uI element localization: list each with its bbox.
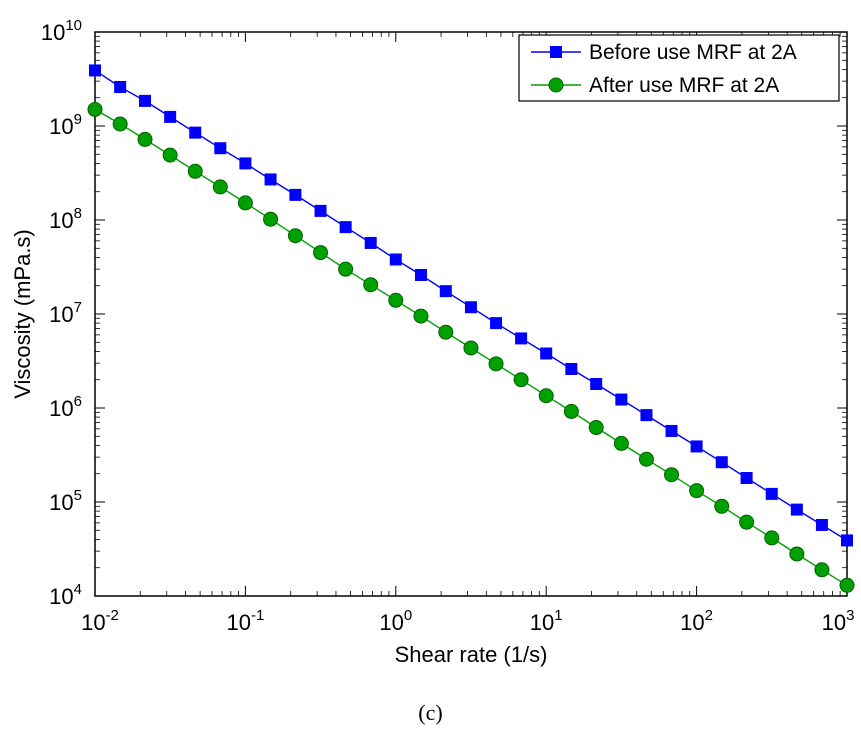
figure-caption: (c) (418, 700, 443, 725)
data-point-before (389, 253, 402, 266)
data-point-after (162, 147, 178, 163)
data-point-before (439, 285, 452, 298)
x-tick-label: 103 (822, 607, 855, 635)
x-tick-label: 10-1 (226, 607, 264, 635)
legend: Before use MRF at 2A After use MRF at 2A (518, 34, 840, 102)
legend-marker-before (550, 46, 562, 58)
data-point-after (112, 116, 128, 132)
data-point-before (138, 94, 151, 107)
data-point-before (790, 503, 803, 516)
y-tick-label: 104 (49, 581, 82, 609)
data-point-before (690, 440, 703, 453)
axis-ticks (94, 31, 848, 597)
data-point-before (715, 456, 728, 469)
data-point-after (814, 562, 830, 578)
data-point-before (740, 472, 753, 485)
x-tick-label: 100 (379, 607, 412, 635)
data-point-before (590, 378, 603, 391)
data-point-after (237, 195, 253, 211)
data-point-after (689, 483, 705, 499)
data-point-before (264, 173, 277, 186)
y-tick-label: 108 (49, 205, 82, 233)
legend-box (518, 34, 840, 102)
data-point-after (839, 577, 855, 593)
data-point-after (137, 131, 153, 147)
data-point-before (289, 188, 302, 201)
y-tick-label: 1010 (41, 17, 82, 45)
data-point-before (565, 362, 578, 375)
y-tick-label: 105 (49, 487, 82, 515)
data-point-after (739, 514, 755, 530)
data-point-after (263, 211, 279, 227)
data-point-before (114, 80, 127, 93)
data-point-before (815, 518, 828, 531)
data-point-after (613, 435, 629, 451)
data-point-before (765, 487, 778, 500)
y-tick-label: 106 (49, 393, 82, 421)
data-point-after (664, 467, 680, 483)
data-point-after (588, 420, 604, 436)
data-point-after (714, 498, 730, 514)
data-point-after (438, 324, 454, 340)
y-tick-label: 109 (49, 111, 82, 139)
data-point-before (239, 157, 252, 170)
data-point-after (212, 179, 228, 195)
data-point-before (364, 236, 377, 249)
data-point-after (488, 356, 504, 372)
data-point-after (313, 245, 329, 261)
y-tick-label: 107 (49, 299, 82, 327)
data-point-after (413, 308, 429, 324)
data-point-before (540, 347, 553, 360)
data-point-before (515, 332, 528, 345)
data-point-after (287, 228, 303, 244)
data-point-after (789, 546, 805, 562)
legend-label-before: Before use MRF at 2A (589, 41, 797, 64)
x-axis-title: Shear rate (1/s) (395, 642, 548, 667)
y-axis-title: Viscosity (mPa.s) (10, 229, 35, 399)
viscosity-chart: 10-2 10-1 100 101 102 103 104 105 106 107 108 109 10… (10, 17, 855, 667)
data-point-after (363, 277, 379, 293)
x-tick-label: 101 (530, 607, 563, 635)
data-point-before (189, 126, 202, 139)
plot-area (94, 31, 848, 597)
tick-labels: 10-2 10-1 100 101 102 103 104 105 106 107 108 109 10… (41, 17, 855, 635)
data-point-after (338, 261, 354, 277)
x-tick-label: 10-2 (81, 607, 119, 635)
data-point-before (841, 534, 853, 547)
data-point-after (764, 530, 780, 546)
data-point-before (89, 64, 101, 77)
data-point-after (513, 372, 529, 388)
data-point-before (314, 204, 327, 217)
data-point-before (640, 409, 653, 422)
legend-marker-after (548, 77, 564, 93)
data-point-after (638, 451, 654, 467)
series-layer (87, 64, 855, 593)
data-point-before (665, 424, 678, 437)
x-tick-label: 102 (680, 607, 713, 635)
data-point-before (414, 268, 427, 281)
legend-label-after: After use MRF at 2A (589, 74, 779, 97)
data-point-before (490, 317, 503, 330)
data-point-before (339, 221, 352, 234)
data-point-after (388, 292, 404, 308)
data-point-after (538, 388, 554, 404)
data-point-after (463, 340, 479, 356)
data-point-after (87, 101, 103, 117)
data-point-after (187, 163, 203, 179)
data-point-before (164, 110, 177, 123)
data-point-before (214, 142, 227, 155)
data-point-before (615, 393, 628, 406)
data-point-after (563, 403, 579, 419)
data-point-before (464, 301, 477, 314)
